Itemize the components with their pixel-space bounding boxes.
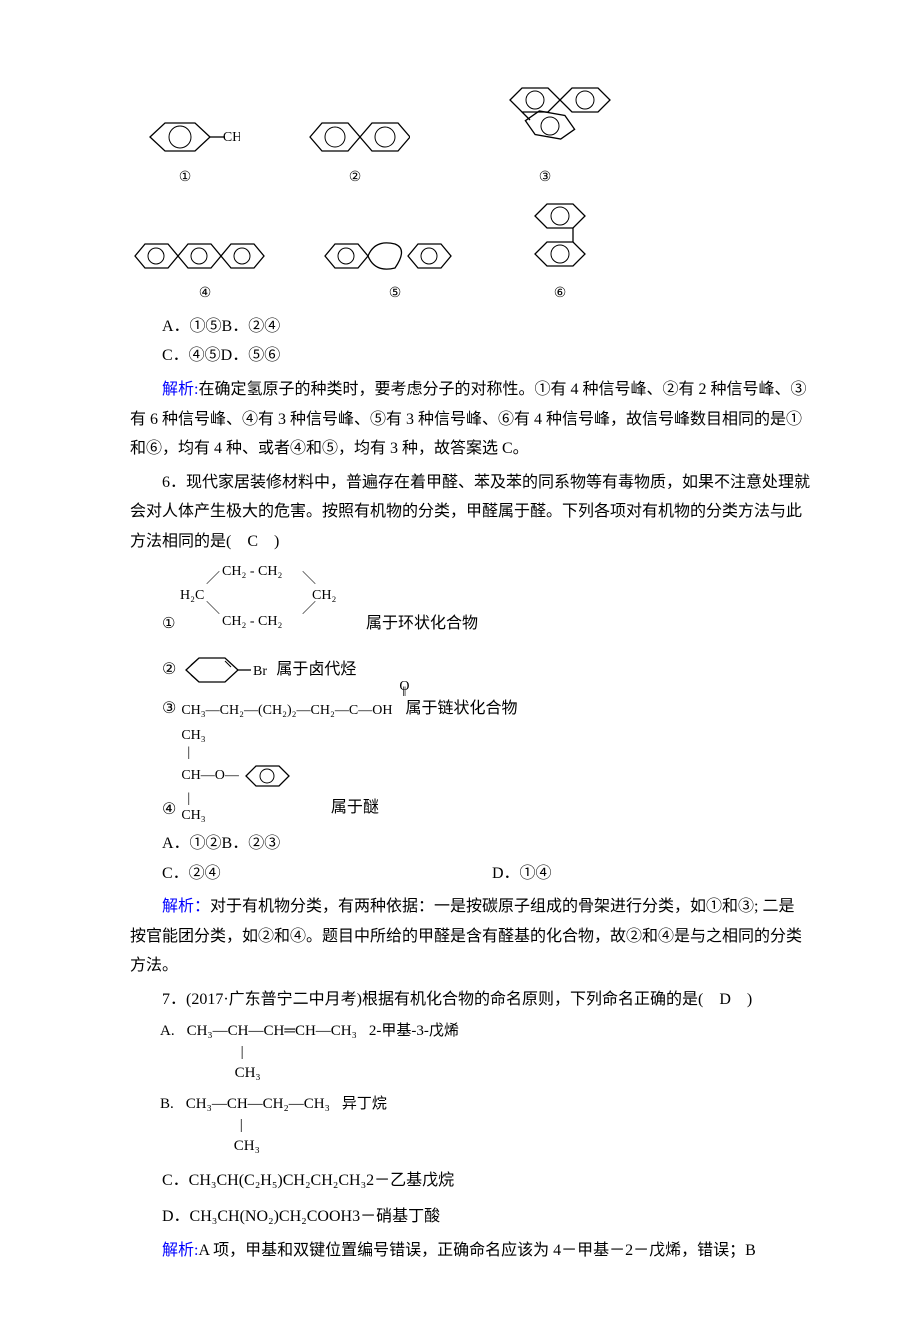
q6-opt-d: D．①④ <box>492 859 552 889</box>
q7-opt-c: C．CH₃CH(C₂H₅)CH₂CH₂CH₃2－乙基戊烷 <box>130 1166 810 1196</box>
q6-opt-c: C．②④ <box>162 859 492 889</box>
q6-opt-a: A．①②B．②③ <box>162 829 810 859</box>
analysis6-label: 解析： <box>162 898 210 915</box>
q5-options: A．①⑤B．②④ C．④⑤D．⑤⑥ <box>130 312 810 371</box>
molecule-row-1: CH₃ ① ② ③ <box>130 80 810 191</box>
svg-text:CH₂ - CH₂: CH₂ - CH₂ <box>222 614 282 629</box>
analysis-5: 解析:在确定氢原子的种类时，要考虑分子的对称性。①有 4 种信号峰、②有 2 种… <box>130 375 810 464</box>
analysis-6: 解析：对于有机物分类，有两种依据：一是按碳原子组成的骨架进行分类，如①和③; 二… <box>130 892 810 981</box>
analysis-label: 解析: <box>162 381 198 398</box>
ch3-label: CH₃ <box>223 130 240 145</box>
svg-text:H₂C: H₂C <box>180 588 204 603</box>
analysis7-text: A 项，甲基和双键位置编号错误，正确命名应该为 4－甲基－2－戊烯，错误；B <box>198 1242 755 1259</box>
q7-opt-b: B. CH₃—CH—CH₂—CH₃ | CH₃ 异丁烷 <box>130 1091 810 1160</box>
q7b-f1: CH₃—CH—CH₂—CH₃ <box>186 1096 330 1112</box>
opt-c: C．④⑤D．⑤⑥ <box>162 341 810 371</box>
struct4-label: 属于醚 <box>331 793 379 823</box>
molecule-6: ⑥ <box>520 196 600 307</box>
molecule-row-2: ④ ⑤ ⑥ <box>130 196 810 307</box>
mol-num-5: ⑤ <box>320 281 470 307</box>
struct3-label: 属于链状化合物 <box>405 694 517 724</box>
q6-struct-4: ④ CH₃ | CH—O— | CH₃ 属于醚 <box>130 728 810 825</box>
q7a-f2: CH₃ <box>187 1060 357 1088</box>
q7b-name: 异丁烷 <box>342 1091 387 1119</box>
molecule-1: CH₃ ① <box>130 110 240 191</box>
q7a-name: 2-甲基-3-戊烯 <box>369 1018 459 1046</box>
struct1-label: 属于环状化合物 <box>366 615 478 632</box>
svg-text:＼: ＼ <box>206 601 220 617</box>
svg-text:CH₂: CH₂ <box>312 588 336 603</box>
q6-struct-3: ③ O ‖ CH₃—CH₂—(CH₂)₂—CH₂—C—OH 属于链状化合物 <box>130 694 810 724</box>
mol-num-6: ⑥ <box>520 281 600 307</box>
q7a-f1: CH₃—CH—CH═CH—CH₃ <box>187 1023 357 1039</box>
opt-a: A．①⑤B．②④ <box>162 312 810 342</box>
svg-text:①: ① <box>162 616 175 632</box>
svg-text:／: ／ <box>302 601 316 617</box>
s4-bot: CH₃ <box>181 808 301 825</box>
mol-num-1: ① <box>130 165 240 191</box>
q6-options: A．①②B．②③ C．②④ D．①④ <box>130 829 810 888</box>
question-6: 6．现代家居装修材料中，普遍存在着甲醛、苯及苯的同系物等有毒物质，如果不注意处理… <box>130 468 810 557</box>
analysis7-label: 解析: <box>162 1242 198 1259</box>
mol-num-3: ③ <box>470 165 620 191</box>
struct2-label: 属于卤代烃 <box>276 655 356 685</box>
q7b-label: B. <box>160 1091 174 1119</box>
mol-num-4: ④ <box>130 281 280 307</box>
analysis-7: 解析:A 项，甲基和双键位置编号错误，正确命名应该为 4－甲基－2－戊烯，错误；… <box>130 1236 810 1266</box>
q6-struct-2: ② Br 属于卤代烃 <box>130 650 810 690</box>
svg-text:＼: ＼ <box>302 571 316 587</box>
molecule-3: ③ <box>470 80 620 191</box>
q7-opt-a: A. CH₃—CH—CH═CH—CH₃ | CH₃ 2-甲基-3-戊烯 <box>130 1018 810 1087</box>
num4: ④ <box>162 795 176 825</box>
analysis-text: 在确定氢原子的种类时，要考虑分子的对称性。①有 4 种信号峰、②有 2 种信号峰… <box>130 381 806 457</box>
mol-num-2: ② <box>300 165 410 191</box>
s4-mid: CH—O— <box>181 768 239 785</box>
struct3-formula: CH₃—CH₂—(CH₂)₂—CH₂—C—OH <box>181 698 392 724</box>
q7a-label: A. <box>160 1018 175 1046</box>
analysis6-text: 对于有机物分类，有两种依据：一是按碳原子组成的骨架进行分类，如①和③; 二是按官… <box>130 898 802 974</box>
svg-text:CH₂ - CH₂: CH₂ - CH₂ <box>222 564 282 579</box>
question-7: 7．(2017·广东普宁二中月考)根据有机化合物的命名原则，下列命名正确的是( … <box>130 985 810 1015</box>
molecule-4: ④ <box>130 231 280 307</box>
q7-opt-d: D．CH₃CH(NO₂)CH₂COOH3－硝基丁酸 <box>130 1202 810 1232</box>
num3: ③ <box>162 694 176 724</box>
molecule-2: ② <box>300 110 410 191</box>
q6-struct-1: CH₂ - CH₂ ／ ＼ H₂C CH₂ ＼ ／ CH₂ - CH₂ ① 属于… <box>130 561 810 647</box>
num2: ② <box>162 655 176 685</box>
molecule-5: ⑤ <box>320 231 470 307</box>
s4-top: CH₃ <box>181 728 301 745</box>
q7b-f2: CH₃ <box>186 1133 330 1161</box>
svg-text:Br: Br <box>253 664 267 679</box>
svg-text:／: ／ <box>206 571 220 587</box>
